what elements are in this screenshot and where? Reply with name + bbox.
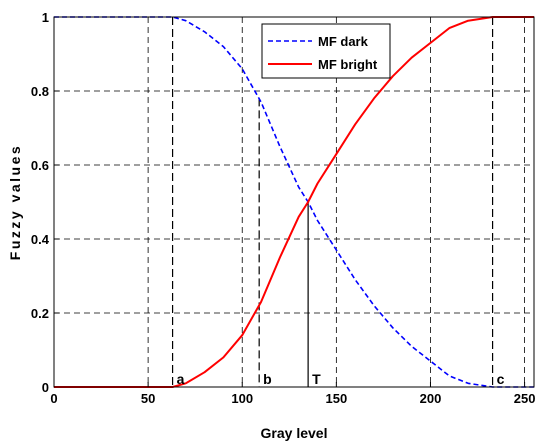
- y-tick-label: 0: [42, 380, 49, 395]
- grid: [54, 17, 534, 387]
- y-tick-label: 0.8: [31, 84, 49, 99]
- x-tick-label: 50: [141, 391, 155, 406]
- plot-background: [54, 17, 534, 387]
- y-axis-label: Fuzzy values: [7, 144, 23, 260]
- y-tick-label: 0.2: [31, 306, 49, 321]
- marker-label-a: a: [177, 371, 185, 387]
- x-tick-label: 100: [231, 391, 253, 406]
- plot-frame: [53, 16, 535, 388]
- y-tick-label: 0.4: [31, 232, 50, 247]
- legend: MF dark MF bright: [261, 23, 391, 79]
- series-line-mf-bright: [54, 16, 534, 388]
- x-tick-label: 200: [420, 391, 442, 406]
- legend-label: MF dark: [318, 34, 369, 49]
- y-tick-label: 0.6: [31, 158, 49, 173]
- marker-lines: [171, 17, 494, 387]
- y-tick-label: 1: [42, 10, 49, 25]
- legend-label: MF bright: [318, 57, 378, 72]
- x-axis-label: Gray level: [261, 425, 328, 441]
- marker-label-c: c: [497, 371, 505, 387]
- legend-box: [261, 23, 391, 79]
- x-tick-label: 150: [326, 391, 348, 406]
- series-lines: [54, 16, 534, 388]
- marker-label-t: T: [312, 371, 321, 387]
- axis-ticks: 0 50 100 150 200 250 0 0.2 0.4 0.6 0.8 1: [31, 10, 536, 406]
- marker-label-b: b: [263, 371, 272, 387]
- x-tick-label: 0: [50, 391, 57, 406]
- series-line-mf-dark: [54, 16, 534, 388]
- x-tick-label: 250: [514, 391, 536, 406]
